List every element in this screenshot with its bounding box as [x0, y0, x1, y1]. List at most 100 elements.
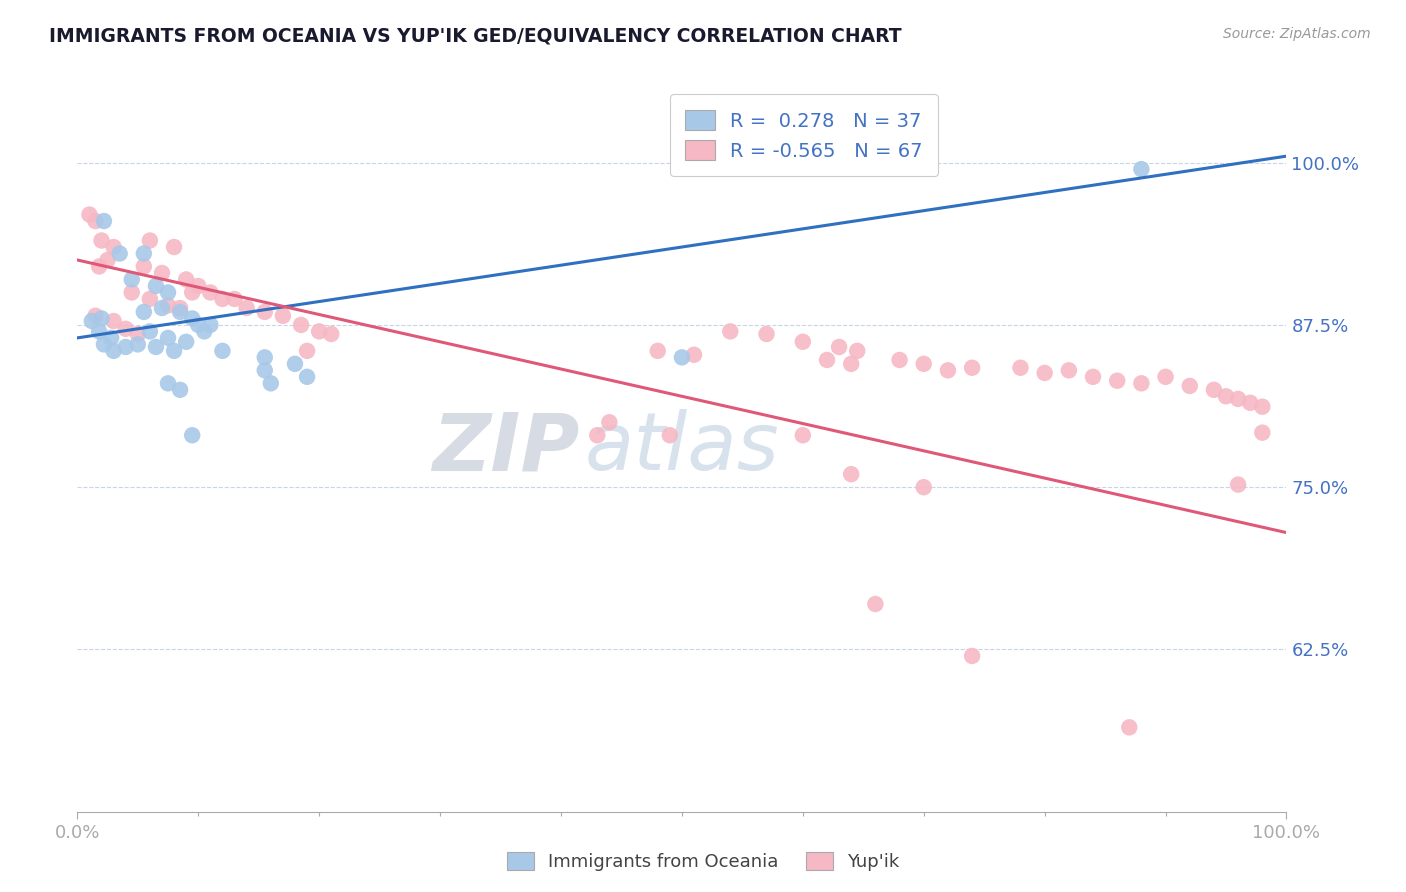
Point — [671, 351, 693, 365]
Point — [295, 343, 318, 358]
Point — [260, 376, 283, 391]
Point — [253, 305, 276, 319]
Point — [114, 322, 136, 336]
Point — [132, 246, 155, 260]
Point — [193, 325, 215, 339]
Point — [157, 285, 180, 300]
Point — [150, 266, 173, 280]
Point — [936, 363, 959, 377]
Point — [1118, 720, 1140, 734]
Point — [647, 343, 669, 358]
Point — [960, 648, 983, 663]
Point — [93, 337, 115, 351]
Point — [1227, 392, 1250, 406]
Point — [1154, 369, 1177, 384]
Point — [181, 428, 204, 442]
Point — [755, 326, 778, 341]
Point — [1130, 376, 1153, 391]
Point — [132, 305, 155, 319]
Point — [224, 292, 246, 306]
Point — [174, 272, 197, 286]
Point — [815, 353, 838, 368]
Point — [658, 428, 681, 442]
Point — [211, 343, 233, 358]
Point — [253, 363, 276, 377]
Point — [290, 318, 312, 332]
Point — [211, 292, 233, 306]
Point — [80, 314, 103, 328]
Point — [121, 272, 143, 286]
Point — [200, 318, 222, 332]
Point — [235, 301, 257, 315]
Point — [127, 337, 149, 351]
Point — [1107, 374, 1129, 388]
Point — [200, 285, 222, 300]
Point — [839, 357, 862, 371]
Point — [163, 240, 186, 254]
Point — [889, 353, 911, 368]
Point — [1010, 360, 1032, 375]
Point — [1251, 425, 1274, 440]
Point — [139, 292, 162, 306]
Point — [157, 298, 180, 312]
Point — [1033, 366, 1056, 380]
Point — [84, 214, 107, 228]
Point — [912, 357, 935, 371]
Point — [253, 351, 276, 365]
Point — [846, 343, 869, 358]
Text: IMMIGRANTS FROM OCEANIA VS YUP'IK GED/EQUIVALENCY CORRELATION CHART: IMMIGRANTS FROM OCEANIA VS YUP'IK GED/EQ… — [49, 27, 901, 45]
Point — [132, 260, 155, 274]
Point — [912, 480, 935, 494]
Point — [718, 325, 741, 339]
Point — [598, 415, 620, 429]
Point — [84, 309, 107, 323]
Point — [139, 234, 162, 248]
Point — [828, 340, 851, 354]
Point — [1215, 389, 1237, 403]
Point — [103, 314, 125, 328]
Point — [271, 309, 294, 323]
Point — [960, 360, 983, 375]
Point — [79, 208, 101, 222]
Point — [87, 325, 110, 339]
Point — [792, 428, 814, 442]
Point — [103, 343, 125, 358]
Point — [163, 343, 186, 358]
Point — [181, 285, 204, 300]
Point — [1178, 379, 1201, 393]
Point — [103, 240, 125, 254]
Point — [121, 285, 143, 300]
Point — [169, 383, 191, 397]
Point — [1202, 383, 1225, 397]
Point — [187, 318, 209, 332]
Point — [169, 301, 191, 315]
Text: Source: ZipAtlas.com: Source: ZipAtlas.com — [1223, 27, 1371, 41]
Point — [90, 311, 112, 326]
Point — [169, 305, 191, 319]
Point — [586, 428, 609, 442]
Point — [865, 597, 887, 611]
Point — [295, 369, 318, 384]
Point — [157, 331, 180, 345]
Point — [181, 311, 204, 326]
Point — [100, 331, 122, 345]
Point — [90, 234, 112, 248]
Point — [284, 357, 307, 371]
Legend: Immigrants from Oceania, Yup'ik: Immigrants from Oceania, Yup'ik — [499, 845, 907, 879]
Point — [96, 252, 118, 267]
Point — [174, 334, 197, 349]
Point — [145, 279, 167, 293]
Point — [839, 467, 862, 482]
Point — [127, 326, 149, 341]
Point — [114, 340, 136, 354]
Point — [683, 348, 706, 362]
Point — [792, 334, 814, 349]
Point — [87, 260, 110, 274]
Legend: R =  0.278   N = 37, R = -0.565   N = 67: R = 0.278 N = 37, R = -0.565 N = 67 — [669, 95, 938, 177]
Point — [1251, 400, 1274, 414]
Point — [150, 301, 173, 315]
Text: atlas: atlas — [585, 409, 780, 487]
Point — [139, 325, 162, 339]
Point — [187, 279, 209, 293]
Point — [1239, 396, 1261, 410]
